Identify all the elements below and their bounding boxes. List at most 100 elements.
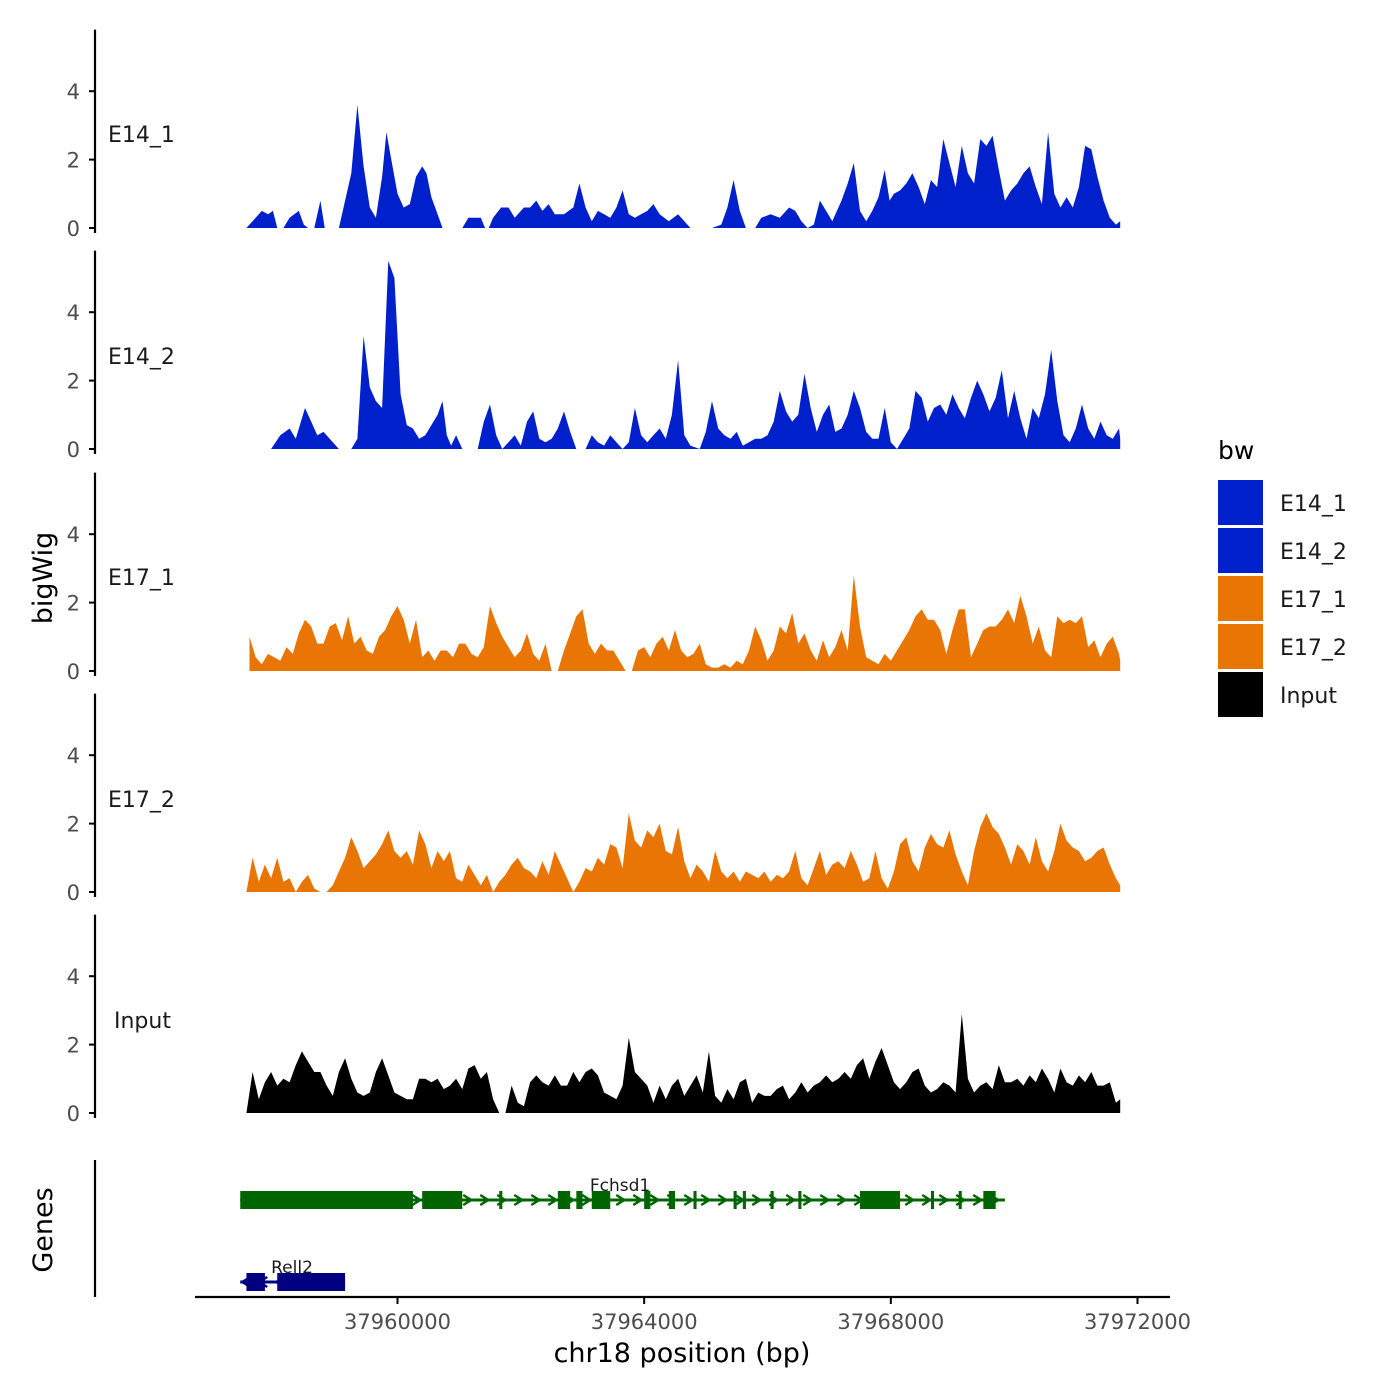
x-tick-label: 37960000	[344, 1310, 451, 1334]
coverage-area-E14_1	[246, 104, 1121, 228]
y-tick-label: 0	[67, 438, 80, 462]
y-tick-label: 0	[67, 881, 80, 905]
strand-arrow	[547, 1193, 559, 1207]
legend-entries: E14_1 E14_2 E17_1 E17_2 Input	[1218, 480, 1347, 717]
y-tick-label: 2	[67, 813, 80, 837]
legend-entry: E17_1	[1218, 576, 1347, 621]
y-tick-label: 4	[67, 744, 80, 768]
strand-arrow	[938, 1193, 950, 1207]
genes-panel: Fchsd1 Rell2	[93, 1160, 1005, 1297]
x-tick-label: 37964000	[591, 1310, 698, 1334]
x-axis-title: chr18 position (bp)	[554, 1338, 811, 1369]
y-axis-title: bigWig	[28, 532, 59, 625]
gene-Rell2: Rell2	[239, 1258, 346, 1291]
track-label: E17_1	[108, 566, 175, 591]
strand-arrow	[836, 1193, 848, 1207]
gene-exon	[733, 1191, 737, 1209]
gene-exon	[798, 1191, 802, 1209]
legend-swatch	[1218, 576, 1263, 621]
track-label: E14_2	[108, 345, 175, 370]
gene-exon	[557, 1191, 571, 1209]
strand-arrow	[530, 1193, 542, 1207]
strand-arrow	[904, 1193, 916, 1207]
legend-swatch	[1218, 672, 1263, 717]
strand-arrow	[819, 1193, 831, 1207]
gene-exon	[742, 1191, 746, 1209]
y-tick-label: 2	[67, 370, 80, 394]
x-axis: 37960000 37964000 37968000 37972000	[195, 1295, 1191, 1334]
gene-exon	[422, 1191, 463, 1209]
track-E17_2: 0 2 4 E17_2	[67, 693, 1121, 905]
gene-exon	[240, 1191, 413, 1209]
strand-arrow	[513, 1193, 525, 1207]
gene-exon	[668, 1191, 675, 1209]
gene-Fchsd1: Fchsd1	[240, 1176, 1005, 1209]
y-tick-label: 2	[67, 1034, 80, 1058]
gene-exon	[576, 1191, 583, 1209]
x-tick-label: 37968000	[837, 1310, 944, 1334]
gene-name-label: Fchsd1	[590, 1176, 650, 1196]
track-E14_1: 0 2 4 E14_1	[67, 29, 1121, 241]
y-tick-label: 4	[67, 301, 80, 325]
track-Input: 0 2 4 Input	[67, 914, 1121, 1126]
y-tick-label: 4	[67, 523, 80, 547]
coverage-area-E14_2	[271, 260, 1121, 449]
gene-exon	[983, 1191, 996, 1209]
strand-arrow	[462, 1193, 474, 1207]
legend-entry: E17_2	[1218, 624, 1347, 669]
legend-entry: E14_1	[1218, 480, 1347, 525]
gene-exon	[277, 1273, 346, 1291]
strand-arrow	[632, 1193, 644, 1207]
legend-title: bw	[1218, 436, 1254, 465]
coverage-tracks: 0 2 4 E14_1 0 2 4 E14_2 0 2 4 E17_1 0 2 4 E17_2 0 2 4 Input	[67, 29, 1121, 1126]
y-tick-label: 0	[67, 1102, 80, 1126]
legend-swatch	[1218, 480, 1263, 525]
coverage-area-Input	[246, 1013, 1121, 1113]
gene-name-label: Rell2	[271, 1258, 313, 1278]
gene-exon	[930, 1191, 934, 1209]
y-tick-label: 2	[67, 592, 80, 616]
coverage-area-E17_2	[246, 813, 1121, 892]
track-E14_2: 0 2 4 E14_2	[67, 250, 1121, 462]
x-tick-label: 37972000	[1084, 1310, 1191, 1334]
strand-arrow	[581, 1193, 593, 1207]
legend-label: E17_2	[1280, 636, 1347, 661]
gene-exon	[246, 1273, 265, 1291]
gene-exon	[591, 1191, 611, 1209]
track-E17_1: 0 2 4 E17_1	[67, 472, 1121, 684]
y-tick-label: 0	[67, 660, 80, 684]
y-tick-label: 0	[67, 217, 80, 241]
strand-arrow	[785, 1193, 797, 1207]
gene-exon	[644, 1191, 651, 1209]
strand-arrow	[411, 1193, 423, 1207]
legend-label: E14_2	[1280, 540, 1347, 565]
legend-swatch	[1218, 624, 1263, 669]
legend-entry: E14_2	[1218, 528, 1347, 573]
y-tick-label: 4	[67, 80, 80, 104]
strand-arrow	[751, 1193, 763, 1207]
gene-exon	[499, 1191, 503, 1209]
strand-arrow	[649, 1193, 661, 1207]
track-label: E17_2	[108, 788, 175, 813]
strand-arrow	[479, 1193, 491, 1207]
strand-arrow	[972, 1193, 984, 1207]
coverage-area-E17_1	[249, 575, 1121, 671]
gene-exon	[958, 1191, 962, 1209]
legend-label: E17_1	[1280, 588, 1347, 613]
strand-arrow	[802, 1193, 814, 1207]
strand-arrow	[615, 1193, 627, 1207]
legend-entry: Input	[1218, 672, 1337, 717]
strand-arrow	[700, 1193, 712, 1207]
strand-arrow	[717, 1193, 729, 1207]
legend: bw E14_1 E14_2 E17_1 E17_2 Input	[1218, 436, 1347, 717]
genes-axis-title: Genes	[28, 1187, 59, 1272]
track-label: Input	[114, 1009, 171, 1034]
y-tick-label: 2	[67, 149, 80, 173]
strand-arrow	[921, 1193, 933, 1207]
y-tick-label: 4	[67, 965, 80, 989]
gene-exon	[770, 1191, 774, 1209]
gene-exon	[693, 1191, 697, 1209]
gene-exon	[860, 1191, 901, 1209]
legend-label: E14_1	[1280, 492, 1347, 517]
